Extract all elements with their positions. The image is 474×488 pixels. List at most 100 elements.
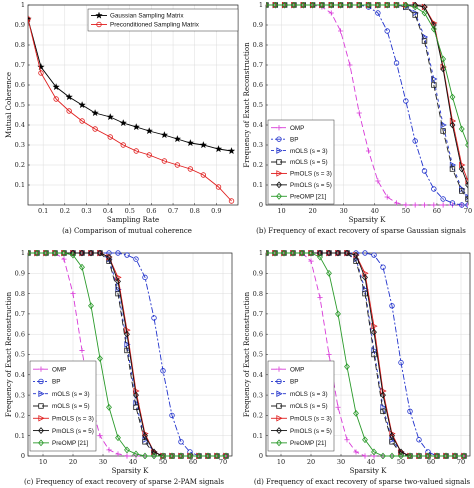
legend-entry: PreOMP [21]: [52, 440, 89, 447]
data-point: [416, 452, 422, 459]
data-point: [174, 162, 181, 168]
data-point: [79, 347, 85, 354]
legend-entry: mOLS (s = 3): [290, 391, 328, 398]
legend-entry: PmOLS (s = 3): [52, 415, 94, 422]
data-point: [142, 430, 149, 437]
data-point: [281, 250, 287, 257]
data-point: [120, 142, 126, 148]
data-point: [290, 250, 296, 257]
y-axis-label: Frequency of Exact Reconstruction: [5, 291, 13, 417]
data-point: [115, 451, 121, 457]
data-point: [196, 452, 202, 459]
x-tick-label: 70: [219, 458, 227, 466]
data-point: [393, 2, 400, 9]
data-point: [362, 250, 368, 256]
data-point: [151, 315, 157, 321]
y-tick-label: 0.5: [253, 351, 263, 359]
x-tick-label: 70: [464, 207, 472, 215]
data-point: [266, 2, 269, 9]
x-tick-label: 0.2: [60, 207, 70, 215]
data-point: [431, 186, 437, 192]
data-point: [371, 347, 378, 354]
legend-box: [87, 8, 239, 32]
data-point: [344, 363, 350, 371]
data-point: [38, 70, 44, 76]
data-point: [281, 2, 288, 9]
data-point: [328, 10, 334, 16]
data-point: [412, 12, 418, 18]
legend-entry: OMP: [290, 125, 304, 132]
data-point: [461, 452, 467, 459]
data-point: [380, 404, 387, 411]
y-tick-label: 0.3: [253, 391, 263, 399]
legend-marker: [38, 378, 44, 385]
data-point: [421, 9, 428, 17]
y-tick-label: 0.3: [15, 391, 25, 399]
x-tick-label: 0.8: [190, 207, 200, 215]
y-axis-label: Mutual Coherence: [5, 72, 13, 138]
data-point: [124, 330, 130, 338]
data-point: [430, 21, 437, 29]
data-point: [115, 434, 121, 442]
data-point: [335, 310, 341, 318]
data-point: [449, 166, 456, 172]
data-point: [403, 202, 409, 208]
data-point: [326, 250, 332, 257]
data-point: [78, 101, 86, 109]
chart-panel-d: 10 20 30 40 50 60 70 0 0.1 0.2 0.3 0.4 0.5 0.6 0.7 0.8 0…: [243, 249, 471, 486]
data-point: [317, 295, 323, 301]
y-tick-label: 0.6: [15, 330, 25, 338]
data-point: [266, 251, 270, 255]
series-line: [266, 252, 464, 457]
y-tick-label: 0.8: [253, 290, 263, 298]
data-point: [160, 452, 166, 459]
data-point: [133, 391, 139, 399]
data-point: [169, 452, 175, 459]
data-point: [465, 196, 468, 202]
data-point: [371, 351, 377, 358]
legend-entry: BP: [52, 379, 60, 386]
x-tick-label: 0.1: [38, 207, 48, 215]
data-point: [61, 256, 67, 262]
x-tick-label: 50: [159, 458, 167, 466]
series-preomp-21-: [266, 2, 468, 149]
data-point: [308, 250, 314, 257]
data-point: [443, 452, 449, 459]
data-point: [407, 452, 413, 459]
x-tick-label: 20: [69, 458, 77, 466]
data-point: [380, 391, 386, 399]
y-tick-label: 0.7: [15, 310, 25, 318]
data-point: [227, 147, 236, 155]
legend-entry: PmOLS (s = 5): [290, 428, 332, 435]
data-point: [421, 38, 428, 44]
legend-marker: [276, 159, 282, 165]
data-point: [362, 453, 368, 459]
data-point: [389, 452, 395, 459]
legend-marker: [38, 439, 44, 447]
data-point: [91, 109, 99, 117]
data-point: [384, 28, 390, 34]
y-tick-label: 0.2: [253, 412, 263, 420]
data-point: [178, 439, 184, 445]
data-point: [43, 250, 49, 257]
y-tick-label: 1: [21, 249, 25, 257]
data-point: [115, 250, 121, 256]
data-point: [371, 322, 378, 330]
data-point: [403, 98, 409, 104]
data-point: [347, 62, 353, 68]
legend-marker: [276, 136, 282, 142]
y-tick-label: 0.8: [15, 290, 25, 298]
legend-entry: PmOLS (s = 3): [290, 415, 332, 422]
x-tick-label: 10: [277, 207, 285, 215]
data-point: [449, 93, 456, 101]
data-point: [335, 250, 341, 257]
data-point: [465, 177, 468, 185]
y-tick-label: 0.7: [253, 61, 263, 69]
legend-entry: Preconditioned Sampling Matrix: [110, 22, 200, 29]
y-tick-label: 1: [259, 1, 263, 9]
data-point: [52, 83, 60, 91]
x-tick-label: 0.4: [103, 207, 113, 215]
data-point: [371, 252, 377, 258]
chart-panel-a: 0.1 0.2 0.3 0.4 0.5 0.6 0.7 0.8 0.9 0.1 0.2 0.3 0.4 0…: [5, 1, 239, 235]
data-point: [124, 446, 130, 454]
